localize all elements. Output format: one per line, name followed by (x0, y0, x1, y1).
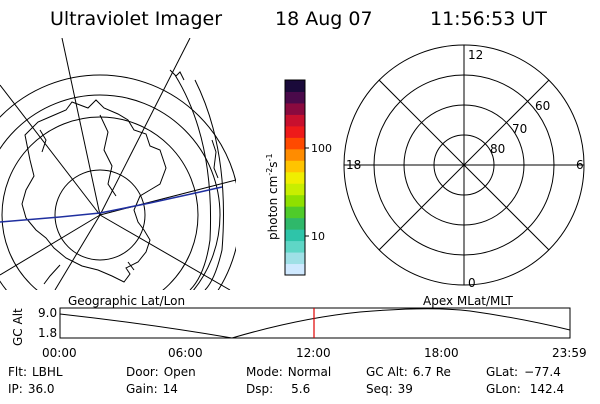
x-tick-label: 00:00 (42, 346, 77, 360)
date-text: 18 Aug 07 (275, 8, 373, 30)
color-bar-stripe (285, 240, 305, 253)
info-gc-alt: GC Alt: 6.7 Re (366, 365, 451, 379)
x-tick-label: 18:00 (424, 346, 459, 360)
info-glat: GLat: −77.4 (486, 365, 561, 379)
longitude-arc (194, 79, 224, 290)
x-tick-label: 06:00 (168, 346, 203, 360)
coastline (21, 99, 167, 283)
color-bar-tick-label: 10 (311, 230, 325, 243)
color-bar-stripe (285, 114, 305, 127)
polar-diagonal (378, 79, 550, 251)
color-bar-tick-label: 100 (311, 142, 332, 155)
altitude-timeline: Geographic Lat/Lon Apex MLat/MLT 9.0 1.8… (11, 294, 587, 360)
color-bar-stripe (285, 171, 305, 184)
altitude-curve (59, 308, 571, 339)
y-axis-bottom-label: 1.8 (38, 326, 57, 340)
info-dsp: Dsp: 5.6 (246, 382, 310, 396)
mlt-label-18: 18 (346, 158, 361, 172)
geographic-map (0, 38, 236, 290)
color-bar-stripe (285, 125, 305, 138)
coastline (39, 129, 47, 153)
meridian-line (0, 214, 101, 276)
color-bar-stripe (285, 263, 305, 276)
mlt-label-6: 6 (576, 158, 584, 172)
geographic-title: Geographic Lat/Lon (68, 294, 185, 308)
latitude-circle (0, 74, 236, 290)
meridian-line (61, 38, 101, 216)
latitude-circle (54, 169, 146, 261)
color-bar-frame (284, 79, 306, 276)
mlat-label-70: 70 (512, 122, 527, 136)
mlat-label-60: 60 (535, 99, 550, 113)
color-bar-stripe (285, 102, 305, 115)
coastline (127, 261, 135, 271)
x-tick-label: 23:59 (552, 346, 587, 360)
info-seq: Seq: 39 (366, 382, 413, 396)
color-bar-stripe (285, 252, 305, 265)
time-text: 11:56:53 UT (430, 8, 547, 30)
polar-plot (343, 44, 585, 286)
longitude-arc (174, 74, 212, 290)
latitude-circle (1, 116, 199, 290)
meridian-line (99, 38, 191, 216)
info-panel: Flt: LBHL Door: Open Mode: Normal GC Alt: 6.… (8, 365, 564, 396)
coastline (169, 69, 185, 81)
color-bar-stripe (285, 183, 305, 196)
info-ip: IP: 36.0 (8, 382, 55, 396)
info-gain: Gain: 14 (126, 382, 178, 396)
timeline-frame (59, 307, 571, 339)
latitude-circle (0, 94, 221, 290)
y-axis-top-label: 9.0 (38, 306, 57, 320)
color-bar-stripe (285, 217, 305, 230)
info-flt: Flt: LBHL (8, 365, 63, 379)
color-bar-stripe (285, 206, 305, 219)
mlt-label-12: 12 (468, 48, 483, 62)
meridian-line (99, 214, 231, 290)
x-tick-label: 12:00 (296, 346, 331, 360)
color-bar-stripe (285, 91, 305, 104)
coastline (99, 114, 117, 197)
coastline (43, 264, 61, 285)
color-bar-gradient (285, 80, 305, 276)
mlt-label-0: 0 (468, 276, 476, 290)
color-bar-stripe (285, 148, 305, 161)
apex-title: Apex MLat/MLT (423, 294, 513, 308)
y-axis-label: GC Alt (11, 308, 25, 346)
instrument-title: Ultraviolet Imager (50, 8, 222, 30)
color-bar-stripe (285, 137, 305, 150)
info-door: Door: Open (126, 365, 196, 379)
color-bar-unit-label: photon cm-2s-1 (265, 153, 280, 240)
info-glon: GLon: 142.4 (486, 382, 564, 396)
meridian-line (0, 84, 101, 216)
color-bar: 100 10 photon cm-2s-1 (265, 79, 332, 276)
meridian-line (54, 214, 101, 290)
color-bar-stripe (285, 160, 305, 173)
satellite-track (0, 186, 223, 223)
meridian-line (99, 179, 236, 216)
color-bar-stripe (285, 194, 305, 207)
coastline (211, 139, 219, 179)
color-bar-stripe (285, 80, 305, 92)
color-bar-stripe (285, 229, 305, 242)
mlat-label-80: 80 (490, 142, 505, 156)
info-mode: Mode: Normal (246, 365, 331, 379)
